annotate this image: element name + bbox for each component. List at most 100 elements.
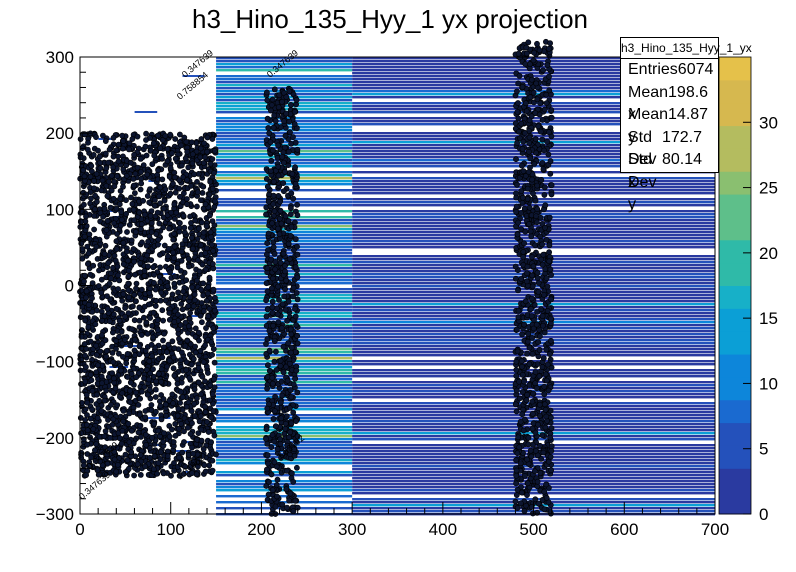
data-marker bbox=[113, 345, 119, 352]
data-marker bbox=[104, 305, 111, 312]
data-marker bbox=[264, 385, 270, 392]
data-marker bbox=[263, 280, 270, 287]
data-marker bbox=[193, 203, 200, 210]
data-marker bbox=[548, 447, 555, 454]
data-marker bbox=[130, 175, 137, 182]
data-marker bbox=[90, 262, 97, 269]
data-marker bbox=[273, 463, 280, 470]
data-marker bbox=[198, 242, 204, 248]
data-marker bbox=[137, 471, 144, 478]
data-marker bbox=[274, 283, 281, 290]
data-marker bbox=[123, 210, 129, 217]
data-marker bbox=[540, 449, 547, 456]
data-marker bbox=[204, 148, 211, 155]
data-marker bbox=[170, 180, 176, 187]
data-marker bbox=[92, 447, 98, 454]
data-marker bbox=[140, 197, 146, 204]
data-marker bbox=[521, 508, 528, 514]
stats-row-stddev-x: Std Dev x 172.7 bbox=[621, 127, 718, 191]
data-marker bbox=[148, 229, 155, 235]
data-marker bbox=[84, 243, 91, 250]
data-marker bbox=[162, 186, 169, 193]
data-marker bbox=[518, 120, 525, 127]
data-marker bbox=[263, 313, 270, 320]
data-marker bbox=[155, 236, 162, 243]
data-marker bbox=[96, 267, 102, 274]
data-marker bbox=[111, 220, 117, 226]
data-marker bbox=[154, 209, 161, 216]
data-marker bbox=[87, 338, 94, 345]
data-marker bbox=[117, 222, 124, 229]
data-marker bbox=[525, 338, 531, 345]
data-marker bbox=[83, 421, 90, 428]
data-marker bbox=[277, 436, 283, 443]
data-marker bbox=[169, 338, 176, 345]
data-marker bbox=[195, 225, 202, 232]
data-marker bbox=[145, 238, 151, 245]
data-marker bbox=[263, 89, 270, 96]
data-marker bbox=[97, 165, 104, 172]
data-marker bbox=[271, 86, 278, 93]
data-marker bbox=[128, 449, 134, 456]
data-marker bbox=[213, 451, 219, 458]
data-marker bbox=[543, 377, 550, 384]
data-marker bbox=[264, 405, 271, 412]
data-marker bbox=[84, 399, 91, 406]
data-marker bbox=[136, 317, 143, 324]
data-marker bbox=[113, 147, 120, 154]
data-marker bbox=[100, 132, 106, 139]
data-marker bbox=[171, 243, 178, 250]
data-marker bbox=[545, 387, 552, 394]
data-marker bbox=[189, 420, 195, 427]
data-marker bbox=[172, 189, 179, 196]
heatmap-cell bbox=[216, 177, 353, 180]
data-marker bbox=[142, 414, 148, 420]
heatmap-cell bbox=[216, 444, 353, 447]
data-marker bbox=[543, 100, 550, 106]
data-marker bbox=[265, 198, 272, 205]
data-marker bbox=[138, 221, 145, 228]
data-marker bbox=[167, 190, 174, 197]
data-marker bbox=[265, 491, 272, 498]
data-marker bbox=[269, 298, 276, 305]
data-marker bbox=[191, 291, 198, 298]
data-marker bbox=[189, 160, 196, 167]
data-marker bbox=[282, 268, 288, 275]
data-marker bbox=[210, 286, 217, 293]
data-marker bbox=[516, 128, 522, 135]
data-marker bbox=[531, 49, 537, 56]
data-marker bbox=[143, 319, 150, 326]
data-marker bbox=[272, 258, 279, 265]
data-marker bbox=[540, 355, 547, 362]
data-marker bbox=[137, 155, 144, 162]
data-marker bbox=[198, 219, 205, 226]
data-marker bbox=[184, 424, 191, 431]
data-marker bbox=[202, 378, 208, 385]
data-marker bbox=[152, 394, 159, 400]
data-marker bbox=[137, 260, 144, 267]
data-marker bbox=[190, 450, 197, 457]
heatmap-cell bbox=[216, 57, 353, 60]
data-marker bbox=[513, 194, 520, 201]
data-marker bbox=[265, 125, 272, 131]
data-marker bbox=[288, 470, 295, 477]
data-marker bbox=[271, 250, 278, 257]
data-marker bbox=[131, 336, 138, 343]
data-marker bbox=[283, 413, 290, 420]
data-marker bbox=[167, 165, 174, 171]
data-marker bbox=[546, 258, 553, 265]
data-marker bbox=[287, 232, 294, 239]
data-marker bbox=[128, 370, 135, 377]
heatmap-cell bbox=[216, 81, 353, 84]
data-marker bbox=[285, 298, 292, 305]
data-marker bbox=[294, 212, 301, 219]
data-marker bbox=[162, 401, 169, 408]
data-marker bbox=[113, 468, 120, 475]
data-marker bbox=[170, 439, 177, 445]
data-marker bbox=[280, 250, 287, 257]
heatmap-cell bbox=[352, 438, 715, 441]
data-marker bbox=[294, 201, 300, 208]
data-marker bbox=[275, 104, 282, 111]
data-marker bbox=[106, 178, 112, 185]
data-marker bbox=[197, 347, 204, 354]
